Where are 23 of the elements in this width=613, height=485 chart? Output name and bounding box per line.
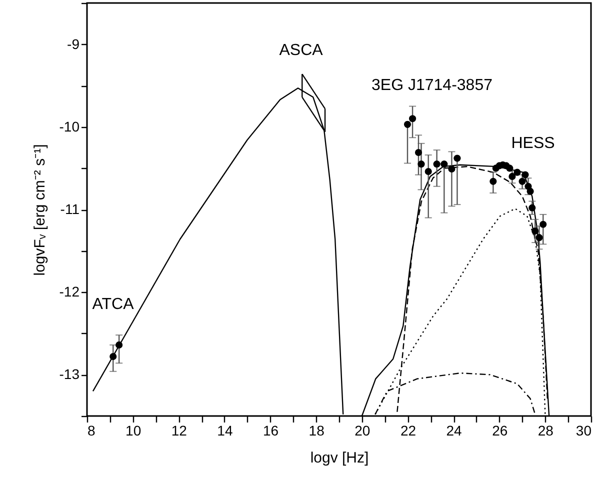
x-tick-label: 28	[538, 422, 554, 438]
y-axis-title: logvFᵥ [erg cm⁻² s⁻¹]	[31, 144, 48, 276]
x-tick-label: 20	[354, 422, 370, 438]
y-tick-label: -13	[59, 366, 80, 382]
annotation: ASCA	[279, 42, 324, 59]
y-tick-label: -11	[60, 201, 80, 217]
x-tick-label: 14	[217, 422, 233, 438]
y-tick-label: -12	[59, 284, 80, 300]
x-tick-label: 24	[446, 422, 462, 438]
annotation: 3EG J1714-3857	[372, 77, 493, 94]
annotation: ATCA	[92, 296, 134, 313]
x-tick-label: 12	[171, 422, 188, 438]
x-tick-label: 10	[126, 422, 142, 438]
x-tick-label: 16	[262, 422, 279, 438]
x-tick-label: 22	[400, 422, 416, 438]
y-tick-label: -10	[59, 118, 80, 134]
x-tick-label: 18	[308, 422, 325, 438]
x-tick-label: 8	[88, 422, 96, 438]
x-tick-label: 30	[576, 422, 592, 438]
y-tick-label: -9	[67, 36, 80, 52]
x-tick-label: 26	[492, 422, 508, 438]
annotation: HESS	[511, 135, 555, 152]
x-axis-title: logv [Hz]	[310, 450, 369, 466]
